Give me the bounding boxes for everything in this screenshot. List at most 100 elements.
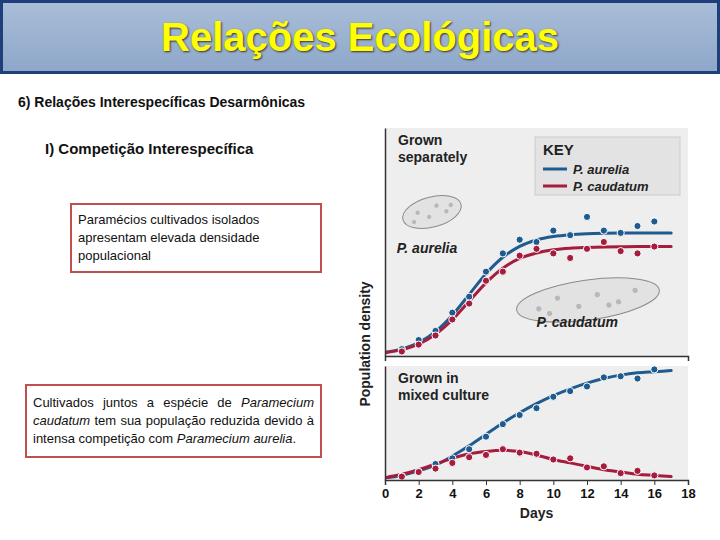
- data-point: [432, 465, 439, 472]
- data-point: [583, 245, 590, 252]
- cell-body: [514, 270, 662, 330]
- x-tick-mark: [553, 480, 554, 485]
- text-box: Cultivados juntos a espécie de Parameciu…: [25, 384, 322, 458]
- y-axis: [385, 367, 386, 481]
- legend-label: P. aurelia: [573, 162, 629, 177]
- data-point: [533, 405, 540, 412]
- data-point: [634, 467, 641, 474]
- series-line: [385, 450, 671, 477]
- data-point: [651, 218, 658, 225]
- x-tick-label: 8: [517, 486, 524, 501]
- cell-detail: [448, 202, 453, 207]
- cell-detail: [411, 219, 416, 224]
- text-box: Paramécios cultivados isolados apresenta…: [70, 203, 322, 273]
- data-point: [516, 236, 523, 243]
- y-axis-title: Population density: [357, 281, 373, 406]
- x-tick: 10: [547, 480, 561, 501]
- panel-background: [385, 128, 688, 356]
- x-tick: 12: [580, 480, 594, 501]
- cell-detail: [555, 295, 561, 301]
- data-point: [533, 450, 540, 457]
- y-axis: [385, 129, 386, 357]
- text-run: Paramecium aurelia: [177, 431, 293, 446]
- cell-detail: [434, 203, 439, 208]
- x-tick: 14: [614, 480, 629, 501]
- data-point: [533, 238, 540, 245]
- data-point: [533, 245, 540, 252]
- panel-background: [385, 366, 688, 480]
- data-point: [432, 332, 439, 339]
- species-label: P. caudatum: [537, 314, 618, 330]
- data-point: [499, 446, 506, 453]
- series-line: [385, 247, 671, 353]
- data-point: [617, 229, 624, 236]
- cell-detail: [415, 210, 420, 215]
- data-point: [550, 250, 557, 257]
- legend: KEY P. aurelia P. caudatum: [535, 137, 680, 195]
- x-tick-mark: [452, 480, 453, 485]
- x-axis-line: [386, 481, 689, 486]
- data-point: [482, 268, 489, 275]
- data-point: [600, 463, 607, 470]
- data-point: [651, 472, 658, 479]
- cell-detail: [444, 209, 449, 214]
- data-point: [651, 366, 658, 373]
- data-point: [634, 375, 641, 382]
- series-line: [385, 233, 671, 352]
- data-point: [499, 421, 506, 428]
- data-point: [600, 238, 607, 245]
- x-tick: 6: [483, 480, 490, 501]
- legend-swatch: [543, 168, 567, 171]
- data-point: [516, 411, 523, 418]
- plot-area: [385, 213, 671, 355]
- x-tick-label: 0: [382, 486, 389, 501]
- x-tick-mark: [688, 480, 689, 485]
- data-point: [466, 300, 473, 307]
- data-point: [482, 277, 489, 284]
- y-axis-line: [385, 129, 387, 357]
- data-point: [466, 454, 473, 461]
- cell-detail: [536, 306, 542, 312]
- data-point: [567, 387, 574, 394]
- slide-subtitle: 6) Relações Interespecíficas Desarmônica…: [18, 94, 305, 110]
- legend-box: [535, 137, 680, 195]
- panel-title: Grown inmixed culture: [398, 370, 489, 403]
- x-tick-mark: [486, 480, 487, 485]
- series-line: [385, 371, 671, 478]
- legend-label: P. caudatum: [573, 179, 649, 194]
- data-point: [415, 468, 422, 475]
- x-tick-label: 16: [648, 486, 662, 501]
- data-point: [583, 464, 590, 471]
- x-tick: 16: [648, 480, 662, 501]
- legend-title: KEY: [543, 141, 574, 158]
- data-point: [567, 232, 574, 239]
- x-tick-label: 6: [483, 486, 490, 501]
- data-point: [550, 227, 557, 234]
- data-point: [550, 456, 557, 463]
- data-point: [398, 473, 405, 480]
- x-axis: 024681012141618: [382, 480, 696, 501]
- cell-detail: [606, 302, 612, 308]
- x-tick: 4: [449, 480, 457, 501]
- panel: GrownseparatelyP. aureliaP. caudatumKEYP…: [385, 128, 689, 361]
- x-tick-mark: [419, 480, 420, 485]
- panel-title-line: separately: [398, 149, 467, 165]
- paramecium-illustration: [399, 190, 465, 235]
- panel-title-line: Grown in: [398, 370, 459, 386]
- x-axis-line: [386, 357, 689, 362]
- data-point: [415, 468, 422, 475]
- data-point: [634, 250, 641, 257]
- data-point: [516, 252, 523, 259]
- panel: 024681012141618Grown inmixed culture: [382, 366, 696, 501]
- header-bar: Relações Ecológicas: [0, 0, 720, 74]
- x-tick-label: 12: [580, 486, 594, 501]
- data-point: [466, 293, 473, 300]
- cell-detail: [632, 287, 638, 293]
- paramecium-illustration: [514, 270, 662, 330]
- data-point: [449, 316, 456, 323]
- legend-swatch: [543, 185, 567, 188]
- data-point: [617, 248, 624, 255]
- data-point: [482, 451, 489, 458]
- x-tick: 0: [382, 480, 389, 501]
- data-point: [617, 470, 624, 477]
